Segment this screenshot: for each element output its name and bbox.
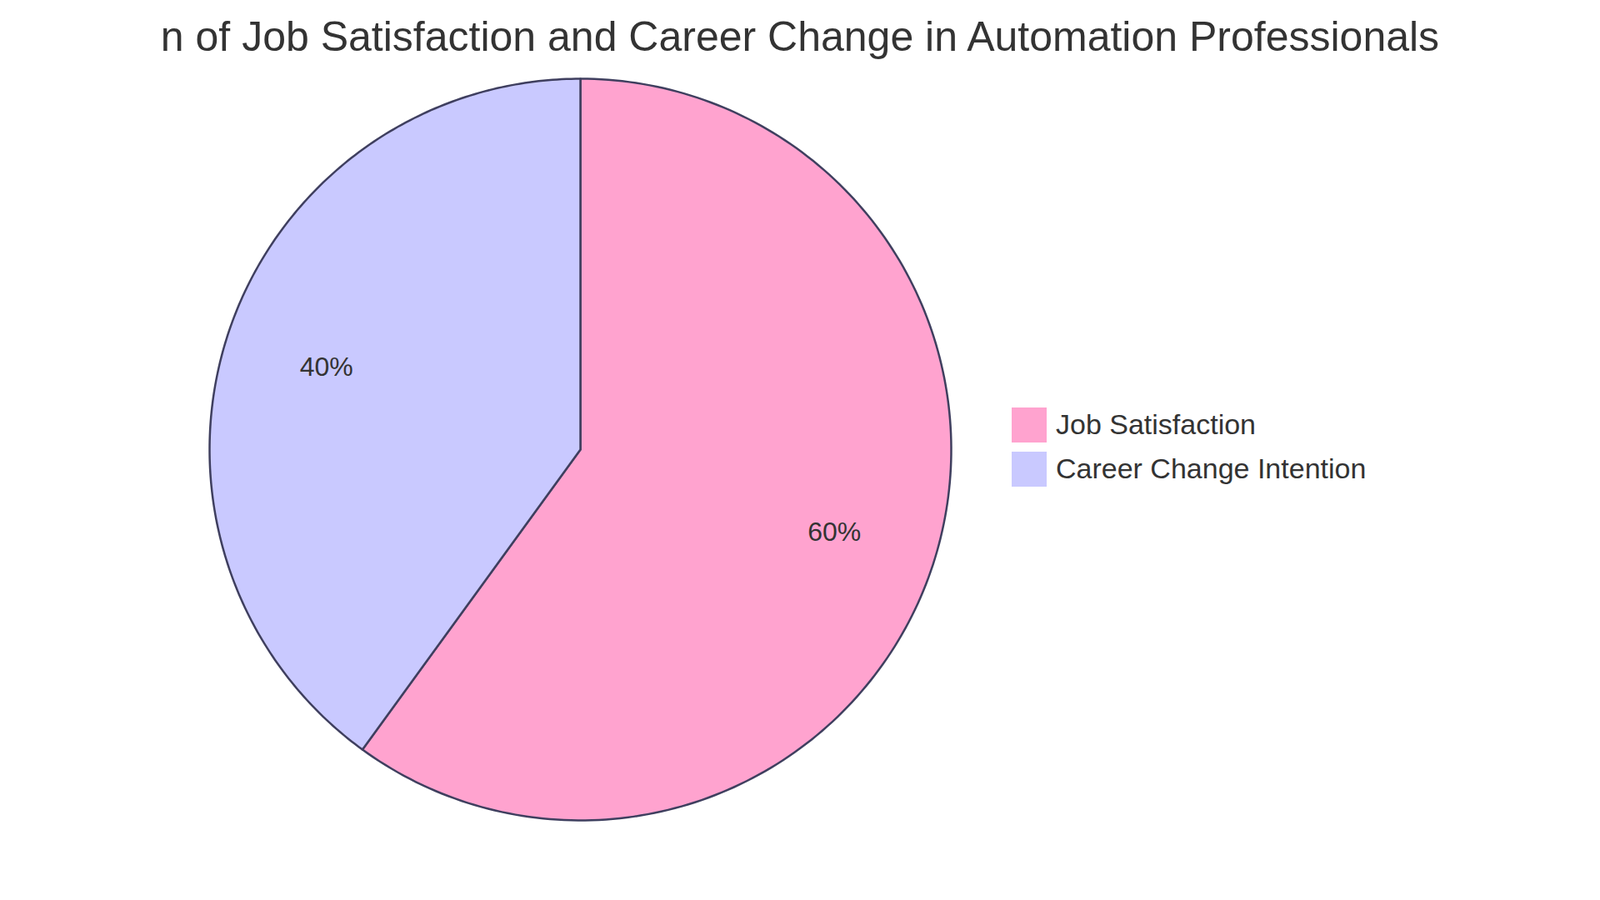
html-text:Career Change Intention: Career Change Intention (1055, 452, 1367, 485)
html-text:Job Satisfaction: Job Satisfaction (1055, 408, 1256, 440)
svg-text:60%: 60% (807, 516, 861, 547)
html-text:n of Job Satisfaction and Care: n of Job Satisfaction and Career Change … (160, 13, 1440, 60)
svg-text:40%: 40% (300, 351, 354, 382)
